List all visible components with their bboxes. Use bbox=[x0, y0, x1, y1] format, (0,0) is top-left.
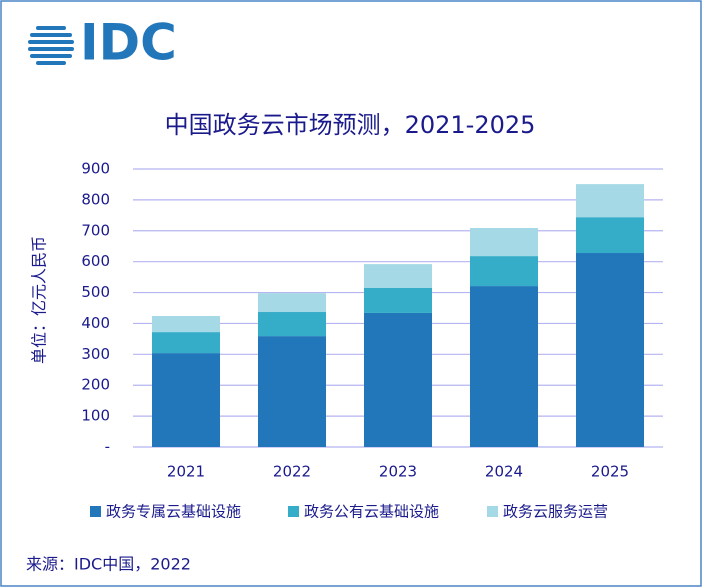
legend-swatch bbox=[90, 506, 101, 517]
x-tick-label: 2023 bbox=[379, 463, 417, 481]
bar-segment bbox=[470, 286, 538, 447]
bar-segment bbox=[470, 227, 538, 257]
source: 来源：IDC中国，2022 bbox=[26, 555, 191, 574]
y-tick-label: 700 bbox=[81, 221, 110, 239]
bar-segment bbox=[364, 312, 432, 447]
y-tick-label: - bbox=[105, 438, 110, 456]
logo-mark bbox=[28, 26, 74, 65]
bar-segment bbox=[152, 332, 220, 354]
bar-segment bbox=[576, 184, 644, 218]
bar-segment bbox=[470, 256, 538, 287]
y-tick-label: 900 bbox=[81, 160, 110, 178]
bar-segment bbox=[364, 287, 432, 313]
y-tick-label: 300 bbox=[81, 345, 110, 363]
y-tick-label: 400 bbox=[81, 314, 110, 332]
y-tick-label: 500 bbox=[81, 283, 110, 301]
bar-segment bbox=[576, 217, 644, 254]
y-tick-label: 600 bbox=[81, 252, 110, 270]
x-tick-label: 2022 bbox=[273, 463, 311, 481]
legend-label: 政务公有云基础设施 bbox=[304, 503, 439, 521]
legend-label: 政务专属云基础设施 bbox=[106, 503, 241, 521]
y-axis-label: 单位：亿元人民币 bbox=[30, 236, 49, 364]
chart-title: 中国政务云市场预测，2021-2025 bbox=[165, 111, 536, 139]
y-tick-label: 100 bbox=[81, 407, 110, 425]
y-tick-label: 800 bbox=[81, 190, 110, 208]
y-tick-label: 200 bbox=[81, 376, 110, 394]
bar-segment bbox=[152, 353, 220, 447]
legend-swatch bbox=[288, 506, 299, 517]
bar-segment bbox=[258, 293, 326, 313]
x-tick-label: 2025 bbox=[591, 463, 629, 481]
bar-segment bbox=[364, 264, 432, 288]
logo-text: IDC bbox=[80, 14, 177, 72]
x-tick-label: 2021 bbox=[167, 463, 205, 481]
bar-segment bbox=[152, 316, 220, 333]
x-tick-label: 2024 bbox=[485, 463, 523, 481]
bar-segment bbox=[576, 253, 644, 447]
legend-label: 政务云服务运营 bbox=[503, 503, 608, 521]
bar-segment bbox=[258, 336, 326, 447]
bar-segment bbox=[258, 312, 326, 337]
legend-swatch bbox=[487, 506, 498, 517]
